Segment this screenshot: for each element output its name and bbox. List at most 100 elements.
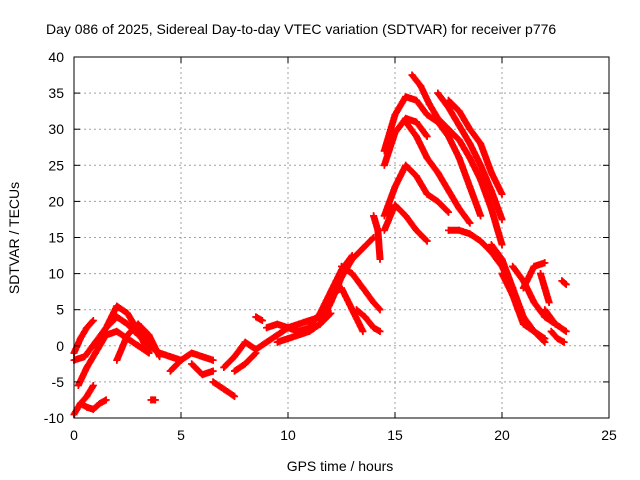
data-point [434, 169, 442, 177]
data-point [417, 82, 425, 90]
data-point [134, 342, 142, 350]
data-point [166, 367, 174, 375]
data-point [89, 405, 97, 413]
data-point [83, 392, 91, 400]
grid-lines [74, 57, 609, 418]
data-point [284, 335, 292, 343]
x-tick-label: 25 [601, 427, 617, 443]
data-point [338, 273, 345, 281]
data-point [537, 270, 545, 278]
data-point [252, 345, 260, 353]
data-point [412, 118, 420, 126]
data-point [434, 197, 442, 205]
data-point [89, 382, 97, 390]
data-point [466, 154, 474, 162]
axis-ticks: 0 5 10 15 20 25 -10 -5 0 5 10 15 20 25 30 35 40 [44, 49, 617, 443]
data-point [423, 132, 431, 140]
series-arc-24 [352, 306, 384, 335]
data-point [273, 338, 281, 346]
data-point [231, 392, 238, 400]
y-tick-label: -5 [52, 374, 65, 390]
data-point [466, 183, 474, 191]
data-point [83, 363, 91, 371]
data-point [81, 353, 89, 361]
data-point [370, 324, 378, 332]
data-point [434, 89, 442, 97]
series-arc-28 [380, 161, 452, 220]
data-point [412, 172, 420, 180]
data-point [545, 298, 553, 306]
data-point [348, 270, 356, 278]
data-point [477, 176, 485, 184]
data-point [445, 132, 452, 140]
data-point [91, 349, 99, 357]
series-arc-22 [327, 284, 367, 335]
data-point [541, 335, 549, 343]
data-point [295, 320, 303, 328]
series-arc-5 [76, 396, 110, 413]
data-point [402, 93, 410, 101]
y-tick-label: 15 [48, 230, 64, 246]
data-point [252, 313, 260, 321]
data-point [166, 353, 174, 361]
data-point [498, 190, 506, 198]
data-point [530, 298, 538, 306]
data-point [113, 302, 121, 310]
data-point [391, 129, 399, 137]
data-point [380, 212, 388, 220]
series-arc-42 [558, 277, 570, 288]
data-point [124, 331, 131, 339]
data-point [188, 360, 196, 368]
data-point [402, 212, 410, 220]
data-point [477, 212, 485, 220]
data-point [477, 161, 485, 169]
data-point [74, 382, 82, 390]
data-point [445, 226, 452, 234]
data-point [434, 114, 442, 122]
data-point [509, 262, 517, 270]
data-point [370, 212, 378, 220]
data-point [487, 187, 495, 195]
data-point [374, 226, 382, 234]
data-point [554, 335, 562, 343]
series-arc-9 [145, 342, 185, 364]
data-point [562, 280, 570, 288]
y-axis-label: SDTVAR / TECUs [6, 182, 22, 294]
data-point [466, 140, 474, 148]
series-arc-38 [519, 259, 549, 292]
data-point [359, 244, 367, 252]
y-tick-label: 10 [48, 266, 64, 282]
data-point [455, 136, 463, 144]
data-point [402, 161, 410, 169]
data-point [284, 324, 292, 332]
marker-trail [316, 234, 378, 328]
data-point [151, 396, 159, 404]
data-point [198, 353, 206, 361]
data-point [376, 255, 384, 263]
marker-trail [558, 277, 570, 288]
x-tick-label: 20 [494, 427, 510, 443]
data-point [423, 154, 431, 162]
data-point [425, 100, 433, 108]
series-arc-32 [434, 89, 506, 223]
x-tick-label: 5 [177, 427, 185, 443]
data-point [263, 324, 271, 332]
data-point [455, 154, 463, 162]
data-point [498, 255, 506, 263]
data-point [258, 317, 266, 325]
data-point [231, 367, 238, 375]
data-point [359, 327, 367, 335]
data-point [445, 187, 452, 195]
data-point [209, 378, 217, 386]
data-point [455, 226, 463, 234]
data-point [530, 327, 538, 335]
series-arc-29 [380, 201, 431, 245]
series-arc-33 [445, 96, 506, 198]
data-point [124, 320, 131, 328]
data-point [83, 324, 91, 332]
y-tick-label: 25 [48, 157, 64, 173]
data-point [402, 118, 410, 126]
series-arc-17 [252, 313, 266, 325]
data-point [558, 277, 566, 285]
data-point [498, 270, 506, 278]
